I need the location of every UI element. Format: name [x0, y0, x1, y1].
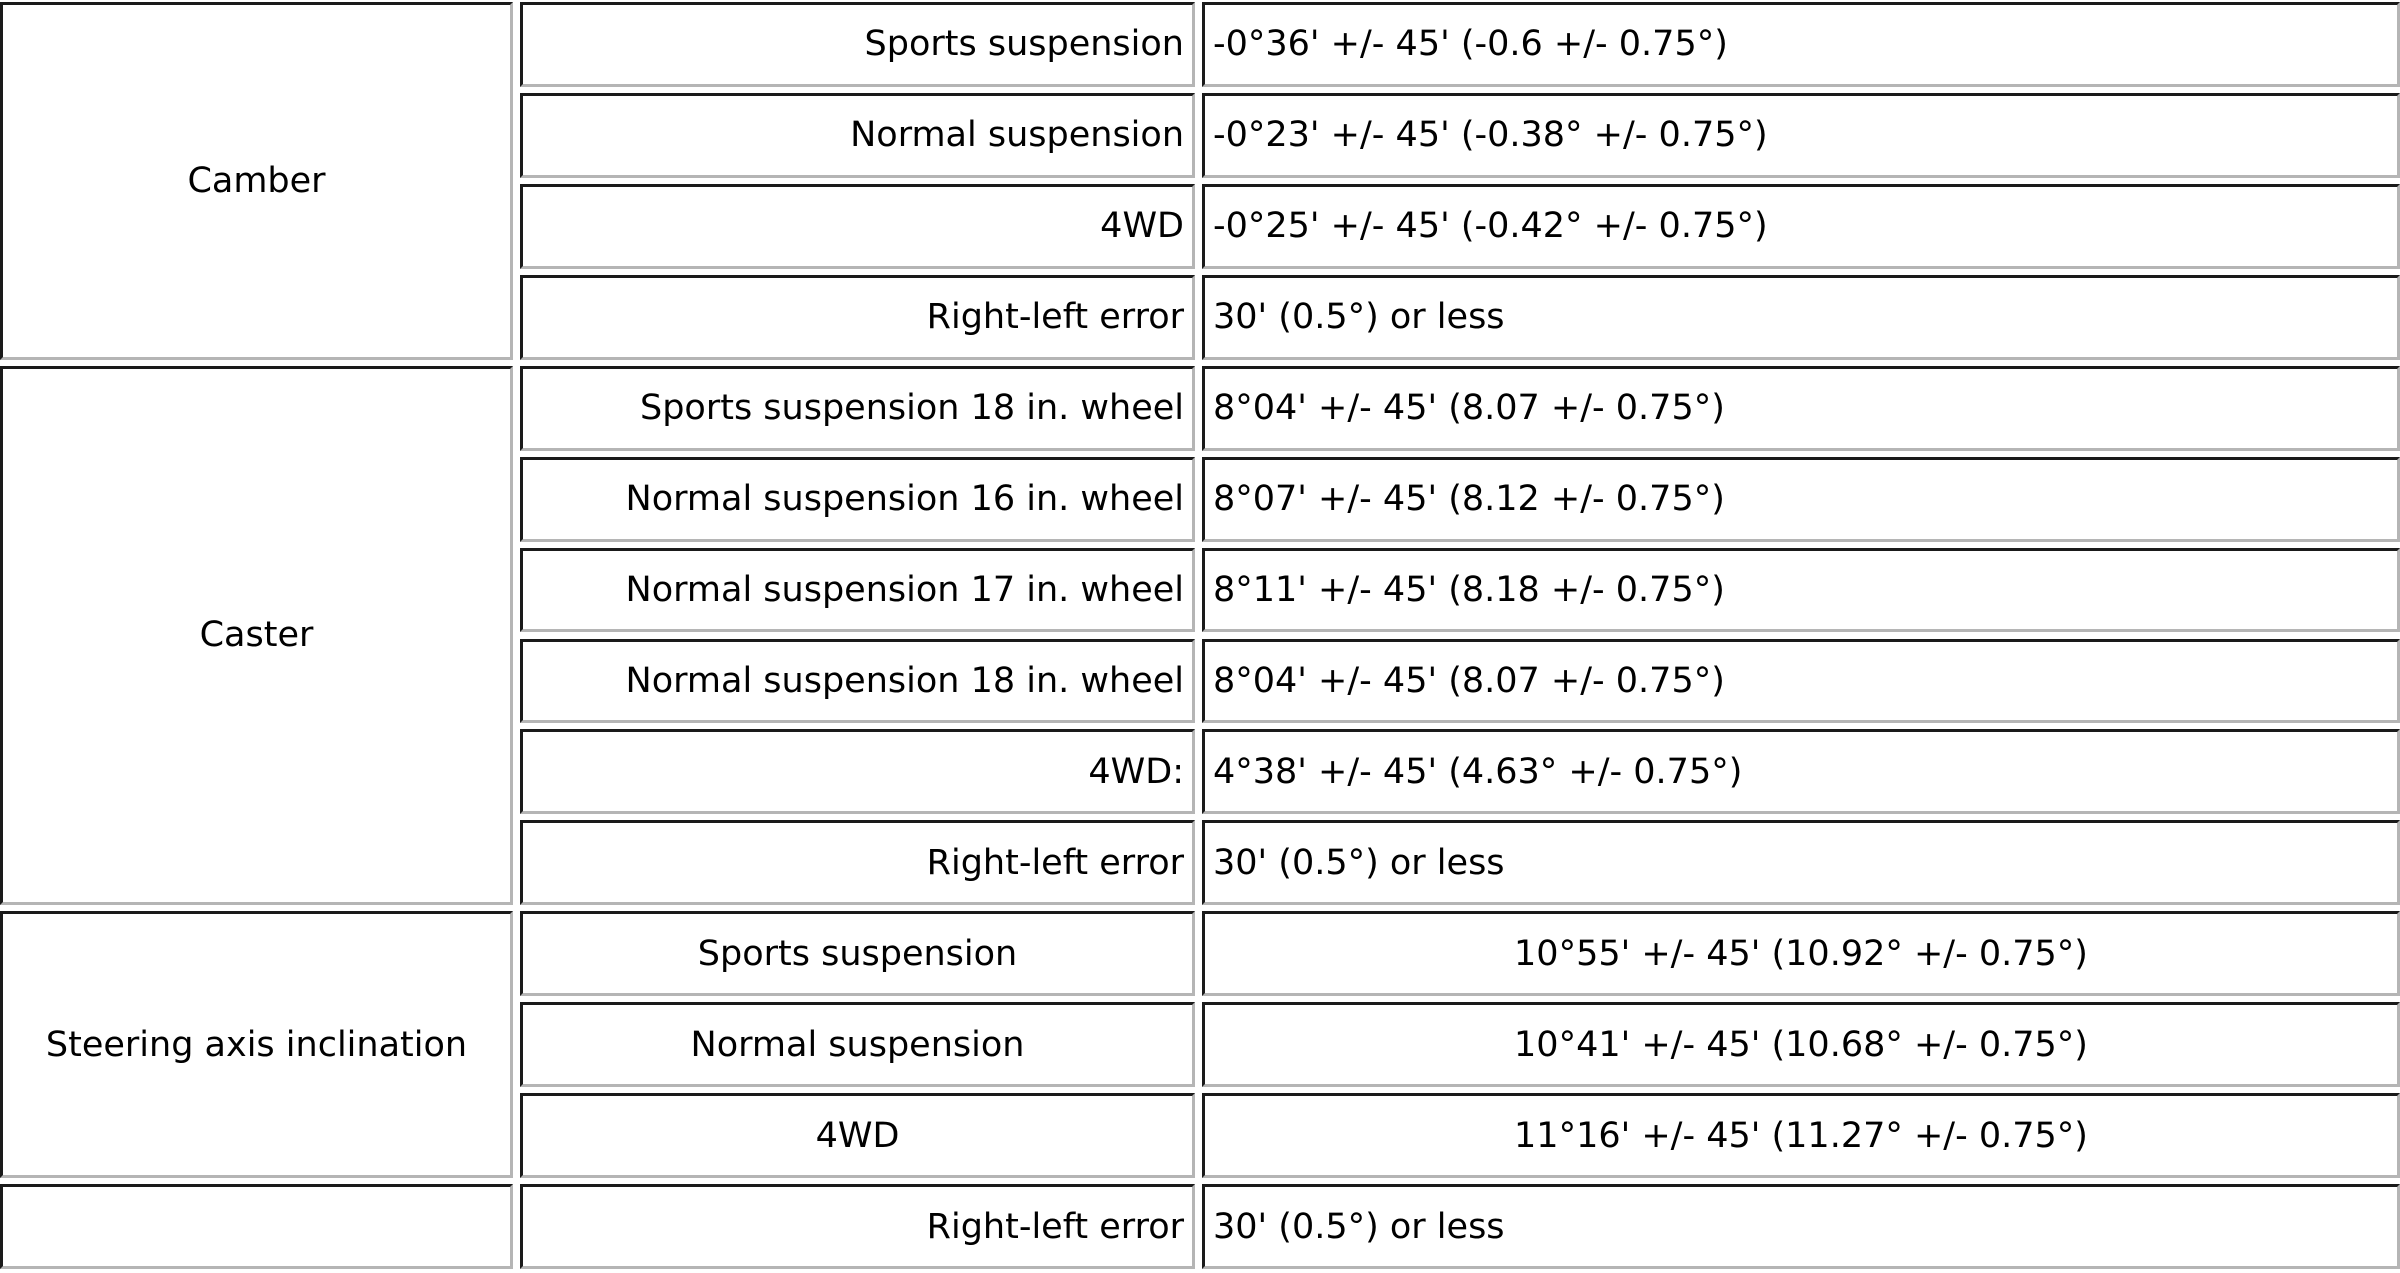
row-value: -0°23' +/- 45' (-0.38° +/- 0.75°): [1202, 92, 2400, 178]
row-label: Sports suspension: [520, 911, 1195, 997]
row-label: Normal suspension: [520, 92, 1195, 178]
row-value: 10°55' +/- 45' (10.92° +/- 0.75°): [1202, 911, 2400, 997]
row-value: 8°04' +/- 45' (8.07 +/- 0.75°): [1202, 365, 2400, 451]
row-label: Right-left error: [520, 1184, 1195, 1269]
row-label: Normal suspension 18 in. wheel: [520, 638, 1195, 724]
row-value: 8°11' +/- 45' (8.18 +/- 0.75°): [1202, 547, 2400, 633]
row-value: 10°41' +/- 45' (10.68° +/- 0.75°): [1202, 1002, 2400, 1088]
group-label: Steering axis inclination: [0, 911, 513, 1179]
row-label: 4WD:: [520, 729, 1195, 815]
row-value: -0°25' +/- 45' (-0.42° +/- 0.75°): [1202, 183, 2400, 269]
group-label: Camber: [0, 2, 513, 360]
row-value: 8°07' +/- 45' (8.12 +/- 0.75°): [1202, 456, 2400, 542]
group-label: [0, 1184, 513, 1269]
row-label: 4WD: [520, 1093, 1195, 1179]
row-value: 30' (0.5°) or less: [1202, 820, 2400, 906]
row-value: 11°16' +/- 45' (11.27° +/- 0.75°): [1202, 1093, 2400, 1179]
row-value: 30' (0.5°) or less: [1202, 274, 2400, 360]
row-label: Normal suspension 16 in. wheel: [520, 456, 1195, 542]
row-label: Normal suspension 17 in. wheel: [520, 547, 1195, 633]
row-value: -0°36' +/- 45' (-0.6 +/- 0.75°): [1202, 2, 2400, 87]
row-value: 8°04' +/- 45' (8.07 +/- 0.75°): [1202, 638, 2400, 724]
group-label: Caster: [0, 365, 513, 906]
row-label: Sports suspension: [520, 2, 1195, 87]
row-label: Right-left error: [520, 820, 1195, 906]
row-label: Right-left error: [520, 274, 1195, 360]
row-value: 30' (0.5°) or less: [1202, 1184, 2400, 1269]
row-label: Normal suspension: [520, 1002, 1195, 1088]
row-value: 4°38' +/- 45' (4.63° +/- 0.75°): [1202, 729, 2400, 815]
row-label: Sports suspension 18 in. wheel: [520, 365, 1195, 451]
row-label: 4WD: [520, 183, 1195, 269]
